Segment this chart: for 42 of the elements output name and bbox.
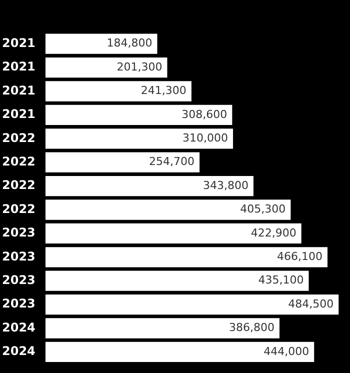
data-label: 422,900 xyxy=(250,226,296,240)
bar xyxy=(45,270,309,291)
data-label: 484,500 xyxy=(288,297,334,310)
bar xyxy=(45,81,192,102)
bar xyxy=(45,152,200,172)
y-tick-label: 2022 xyxy=(2,154,36,168)
y-tick-label: 2022 xyxy=(2,130,36,145)
y-tick-label: 2023 xyxy=(2,296,36,311)
data-label: 343,800 xyxy=(202,178,248,192)
y-tick-label: 2024 xyxy=(2,320,36,334)
bar xyxy=(45,247,328,268)
data-label: 241,300 xyxy=(140,84,186,98)
data-label: 444,000 xyxy=(264,344,310,358)
bar xyxy=(45,176,254,196)
data-label: 466,100 xyxy=(276,250,322,264)
bar xyxy=(45,294,339,315)
data-label: 386,800 xyxy=(228,321,274,334)
data-label: 310,000 xyxy=(182,132,228,145)
y-tick-label: 2024 xyxy=(2,344,36,358)
bar xyxy=(45,318,280,338)
data-label: 184,800 xyxy=(106,36,152,50)
y-tick-label: 2023 xyxy=(2,249,36,264)
bar xyxy=(45,34,158,54)
y-tick-label: 2021 xyxy=(2,36,36,50)
y-tick-label: 2021 xyxy=(2,60,36,74)
bar xyxy=(45,57,168,78)
y-tick-label: 2022 xyxy=(2,178,36,192)
bar xyxy=(45,128,234,149)
data-label: 201,300 xyxy=(116,60,162,74)
bar xyxy=(45,342,314,362)
data-label: 308,600 xyxy=(182,108,228,121)
bar xyxy=(45,104,232,126)
data-label: 254,700 xyxy=(149,155,195,168)
y-tick-label: 2021 xyxy=(2,83,36,98)
bar xyxy=(45,200,291,220)
y-tick-label: 2022 xyxy=(2,202,36,216)
bar xyxy=(45,223,302,244)
data-label: 435,100 xyxy=(258,274,304,287)
y-tick-label: 2021 xyxy=(2,107,36,122)
data-label: 405,300 xyxy=(240,202,286,216)
y-tick-label: 2023 xyxy=(2,272,36,287)
y-tick-label: 2023 xyxy=(2,226,36,240)
